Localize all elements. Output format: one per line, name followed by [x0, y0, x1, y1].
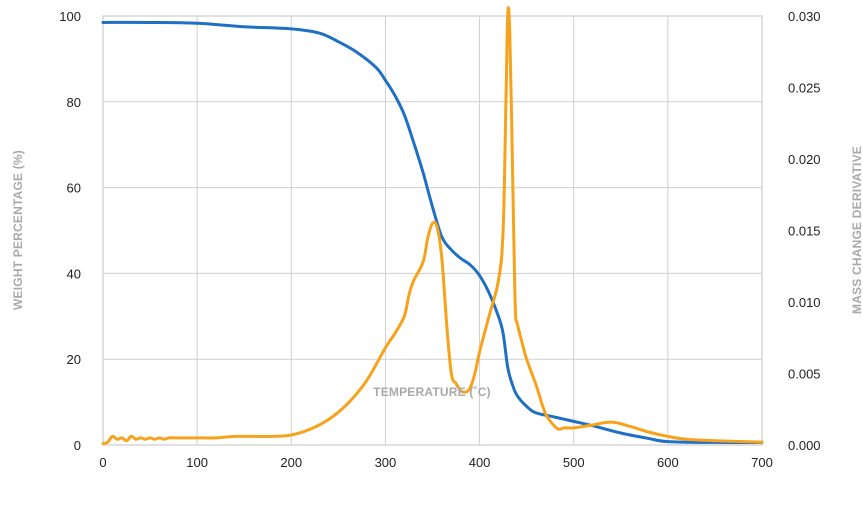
y-right-tick-label: 0.020 [788, 152, 821, 167]
plot-frame [102, 15, 763, 446]
y-right-tick-label: 0.010 [788, 295, 821, 310]
weight-percentage-line [101, 20, 764, 444]
y-right-tick-label: 0.025 [788, 81, 821, 96]
y-right-tick-label: 0.015 [788, 224, 821, 239]
x-tick-label: 100 [186, 455, 208, 470]
y-left-tick-label: 20 [67, 352, 81, 367]
x-tick-label: 700 [751, 455, 773, 470]
x-axis-title: TEMPERATURE (˚C) [373, 385, 491, 399]
y-left-axis-title: WEIGHT PERCENTAGE (%) [11, 150, 25, 310]
y-right-axis-title: MASS CHANGE DERIVATIVE [850, 146, 863, 314]
plot-border [102, 15, 763, 446]
mass-change-derivative-line [101, 6, 764, 446]
y-left-tick-label: 100 [59, 9, 81, 24]
x-tick-label: 500 [563, 455, 585, 470]
x-tick-label: 600 [657, 455, 679, 470]
series-layer [101, 6, 764, 446]
y-left-tick-label: 60 [67, 181, 81, 196]
y-right-axis-ticks: 0.000 0.005 0.010 0.015 0.020 0.025 0.030 [788, 9, 821, 453]
y-left-tick-label: 40 [67, 266, 81, 281]
x-tick-label: 300 [375, 455, 397, 470]
x-tick-label: 400 [469, 455, 491, 470]
y-left-axis-ticks: 0 20 40 60 80 100 [59, 9, 81, 453]
y-left-tick-label: 80 [67, 95, 81, 110]
y-right-tick-label: 0.000 [788, 438, 821, 453]
x-tick-label: 200 [280, 455, 302, 470]
x-tick-label: 0 [99, 455, 106, 470]
y-left-tick-label: 0 [74, 438, 81, 453]
gridlines [103, 16, 762, 445]
y-right-tick-label: 0.030 [788, 9, 821, 24]
y-right-tick-label: 0.005 [788, 367, 821, 382]
x-axis-ticks: 0 100 200 300 400 500 600 700 [99, 455, 772, 470]
